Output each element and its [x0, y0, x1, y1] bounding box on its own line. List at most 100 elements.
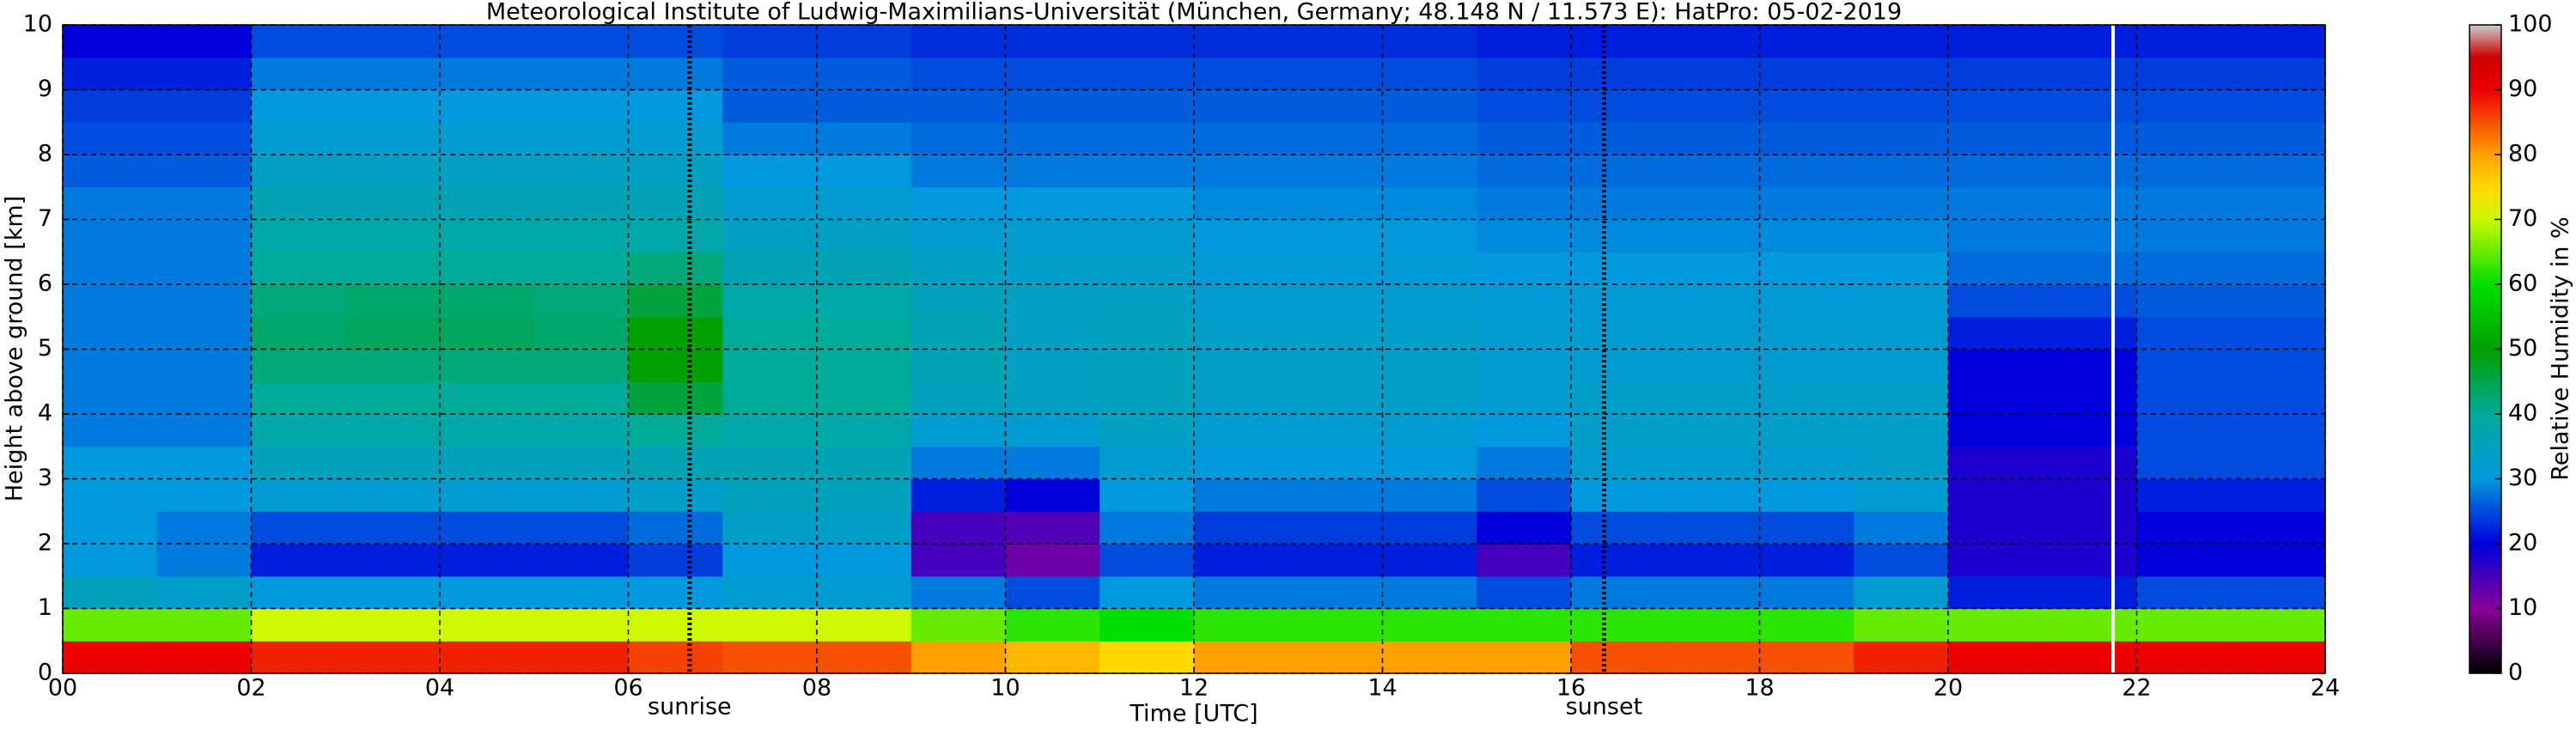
- heatmap-cell: [1382, 186, 1477, 221]
- heatmap-cell: [1854, 478, 1949, 512]
- heatmap-cell: [345, 316, 441, 350]
- heatmap-cell: [1571, 316, 1666, 350]
- heatmap-cell: [1948, 608, 2043, 642]
- heatmap-cell: [1477, 641, 1572, 674]
- x-tick-label: 10: [990, 675, 1020, 702]
- heatmap-cell: [910, 544, 1007, 577]
- heatmap-cell: [1005, 381, 1100, 415]
- heatmap-cell: [1005, 186, 1100, 221]
- heatmap-cell: [345, 544, 441, 577]
- heatmap-cell: [1571, 511, 1666, 544]
- heatmap-cell: [1477, 252, 1572, 285]
- heatmap-cell: [1665, 544, 1761, 577]
- heatmap-cell: [63, 414, 158, 447]
- heatmap-cell: [2136, 89, 2232, 123]
- heatmap-cell: [251, 25, 346, 58]
- heatmap-cell: [1099, 511, 1195, 544]
- heatmap-cell: [1665, 122, 1761, 155]
- heatmap-cell: [1948, 511, 2043, 544]
- heatmap-cell: [628, 186, 723, 221]
- y-tick-label: 5: [38, 335, 52, 362]
- heatmap-cell: [1571, 381, 1666, 415]
- heatmap-cell: [817, 381, 912, 415]
- y-tick-label: 8: [38, 141, 52, 167]
- heatmap-cell: [817, 57, 912, 91]
- heatmap-cell: [345, 252, 441, 285]
- heatmap-cell: [1571, 284, 1666, 318]
- heatmap-cell: [722, 186, 818, 221]
- heatmap-cell: [722, 219, 818, 252]
- heatmap-cell: [1854, 252, 1949, 285]
- heatmap-cell: [345, 25, 441, 58]
- heatmap-cell: [533, 608, 630, 642]
- heatmap-cell: [440, 219, 535, 252]
- heatmap-cell: [1477, 155, 1572, 188]
- heatmap-cell: [1665, 478, 1761, 512]
- heatmap-cell: [2042, 381, 2138, 415]
- heatmap-cell: [1382, 122, 1477, 155]
- heatmap-cell: [345, 511, 441, 544]
- heatmap-cell: [2231, 316, 2326, 350]
- heatmap-cell: [1665, 446, 1761, 480]
- y-tick-label: 6: [38, 271, 52, 297]
- heatmap-cell: [1194, 414, 1289, 447]
- heatmap-cell: [1571, 57, 1666, 91]
- heatmap-cell: [910, 316, 1007, 350]
- heatmap-cell: [1854, 608, 1949, 642]
- heatmap-cell: [63, 478, 158, 512]
- x-tick-label: 22: [2122, 675, 2151, 702]
- heatmap-cell: [1854, 446, 1949, 480]
- heatmap-cell: [63, 641, 158, 674]
- heatmap-cell: [156, 57, 253, 91]
- y-tick-label: 7: [38, 205, 52, 232]
- heatmap-cell: [2136, 544, 2232, 577]
- heatmap-cell: [440, 478, 535, 512]
- heatmap-cell: [628, 544, 723, 577]
- heatmap-cell: [251, 349, 346, 382]
- heatmap-cell: [1759, 544, 1854, 577]
- heatmap-cell: [1382, 414, 1477, 447]
- heatmap-cell: [1948, 544, 2043, 577]
- heatmap-cell: [1759, 316, 1854, 350]
- heatmap-cell: [1571, 608, 1666, 642]
- marker-label: sunrise: [648, 694, 732, 721]
- heatmap-cell: [722, 252, 818, 285]
- heatmap-cell: [2136, 155, 2232, 188]
- heatmap-cell: [251, 219, 346, 252]
- heatmap-cell: [1571, 641, 1666, 674]
- heatmap-cell: [1005, 511, 1100, 544]
- heatmap-cell: [2042, 316, 2138, 350]
- x-tick-label: 08: [802, 675, 831, 702]
- heatmap-cell: [1665, 25, 1761, 58]
- heatmap-cell: [345, 349, 441, 382]
- heatmap-cell: [722, 155, 818, 188]
- heatmap-cell: [440, 89, 535, 123]
- heatmap-cell: [2231, 155, 2326, 188]
- heatmap-cell: [910, 89, 1007, 123]
- heatmap-cell: [2136, 608, 2232, 642]
- heatmap-cell: [628, 414, 723, 447]
- heatmap-cell: [1382, 575, 1477, 610]
- heatmap-cell: [2231, 575, 2326, 610]
- heatmap-cell: [63, 381, 158, 415]
- heatmap-cell: [1382, 316, 1477, 350]
- heatmap-cell: [533, 544, 630, 577]
- heatmap-cell: [156, 446, 253, 480]
- heatmap-cell: [910, 349, 1007, 382]
- heatmap-cell: [1948, 89, 2043, 123]
- heatmap-cell: [1948, 219, 2043, 252]
- x-tick-label: 14: [1367, 675, 1397, 702]
- heatmap-cell: [156, 414, 253, 447]
- heatmap-cell: [156, 219, 253, 252]
- heatmap-cell: [1948, 641, 2043, 674]
- heatmap-cell: [817, 414, 912, 447]
- x-tick-label: 16: [1556, 675, 1586, 702]
- heatmap-cell: [345, 575, 441, 610]
- heatmap-cell: [1477, 349, 1572, 382]
- heatmap-cell: [1288, 349, 1384, 382]
- heatmap-cell: [2136, 349, 2232, 382]
- heatmap-cell: [1948, 575, 2043, 610]
- heatmap-cell: [345, 414, 441, 447]
- heatmap-cell: [817, 575, 912, 610]
- heatmap-cell: [156, 155, 253, 188]
